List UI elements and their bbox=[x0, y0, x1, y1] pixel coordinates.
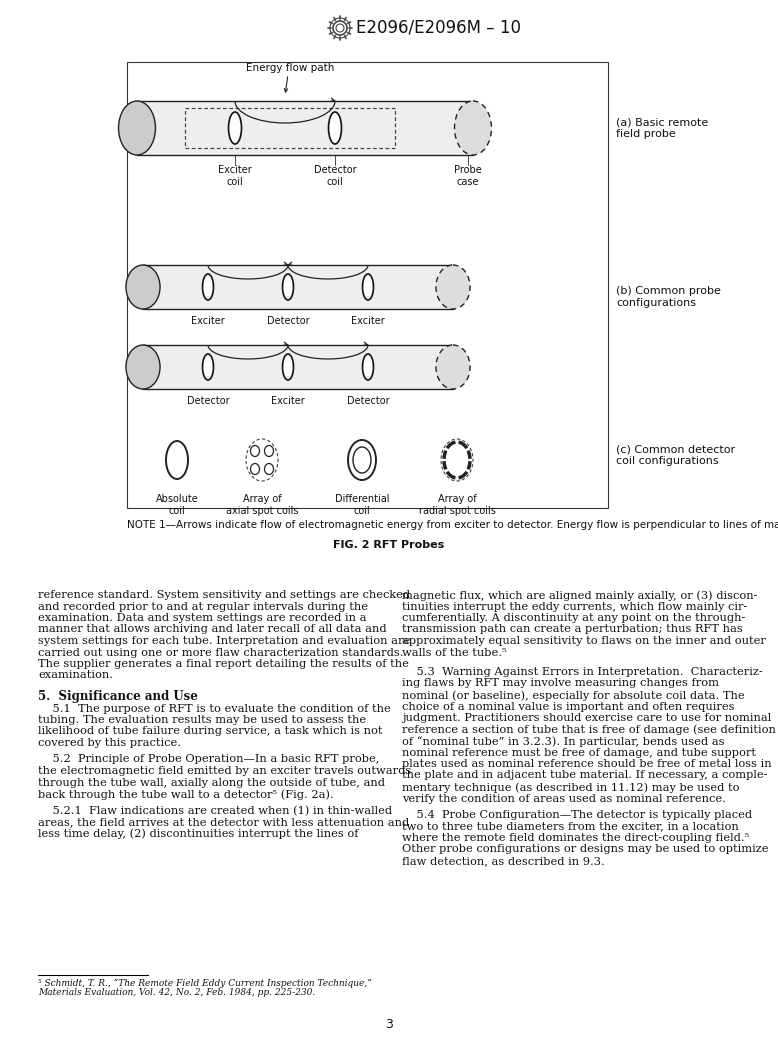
Ellipse shape bbox=[282, 274, 293, 300]
Text: the electromagnetic field emitted by an exciter travels outwards: the electromagnetic field emitted by an … bbox=[38, 766, 412, 776]
Text: transmission path can create a perturbation; thus RFT has: transmission path can create a perturbat… bbox=[402, 625, 743, 635]
Text: covered by this practice.: covered by this practice. bbox=[38, 738, 181, 748]
Text: tinuities interrupt the eddy currents, which flow mainly cir-: tinuities interrupt the eddy currents, w… bbox=[402, 602, 748, 611]
Text: verify the condition of areas used as nominal reference.: verify the condition of areas used as no… bbox=[402, 793, 726, 804]
Ellipse shape bbox=[118, 101, 156, 155]
Text: Exciter: Exciter bbox=[191, 316, 225, 326]
Text: flaw detection, as described in 9.3.: flaw detection, as described in 9.3. bbox=[402, 856, 605, 866]
Text: where the remote field dominates the direct-coupling field.⁵: where the remote field dominates the dir… bbox=[402, 833, 749, 843]
Text: (a) Basic remote
field probe: (a) Basic remote field probe bbox=[616, 118, 708, 138]
Text: less time delay, (2) discontinuities interrupt the lines of: less time delay, (2) discontinuities int… bbox=[38, 829, 359, 839]
Text: Detector: Detector bbox=[187, 396, 230, 406]
Text: tubing. The evaluation results may be used to assess the: tubing. The evaluation results may be us… bbox=[38, 715, 366, 725]
Text: likelihood of tube failure during service, a task which is not: likelihood of tube failure during servic… bbox=[38, 727, 383, 736]
Ellipse shape bbox=[229, 112, 241, 144]
Text: reference standard. System sensitivity and settings are checked: reference standard. System sensitivity a… bbox=[38, 590, 410, 600]
Text: areas, the field arrives at the detector with less attenuation and: areas, the field arrives at the detector… bbox=[38, 817, 409, 827]
Text: Exciter
coil: Exciter coil bbox=[218, 166, 252, 186]
Text: ing flaws by RFT may involve measuring changes from: ing flaws by RFT may involve measuring c… bbox=[402, 679, 719, 688]
Text: and recorded prior to and at regular intervals during the: and recorded prior to and at regular int… bbox=[38, 602, 368, 611]
Text: choice of a nominal value is important and often requires: choice of a nominal value is important a… bbox=[402, 702, 734, 711]
Text: carried out using one or more flaw characterization standards.: carried out using one or more flaw chara… bbox=[38, 648, 404, 658]
Text: of “nominal tube” in 3.2.3). In particular, bends used as: of “nominal tube” in 3.2.3). In particul… bbox=[402, 736, 724, 746]
Ellipse shape bbox=[202, 354, 213, 380]
Text: examination.: examination. bbox=[38, 670, 113, 681]
Text: 3: 3 bbox=[385, 1018, 393, 1031]
Text: FIG. 2 RFT Probes: FIG. 2 RFT Probes bbox=[334, 540, 444, 550]
Text: Exciter: Exciter bbox=[351, 316, 385, 326]
Text: Other probe configurations or designs may be used to optimize: Other probe configurations or designs ma… bbox=[402, 844, 769, 855]
Text: Detector: Detector bbox=[347, 396, 389, 406]
Text: nominal reference must be free of damage, and tube support: nominal reference must be free of damage… bbox=[402, 747, 756, 758]
Ellipse shape bbox=[202, 274, 213, 300]
Text: 5.3  Warning Against Errors in Interpretation.  Characteriz-: 5.3 Warning Against Errors in Interpreta… bbox=[402, 667, 762, 677]
Text: The supplier generates a final report detailing the results of the: The supplier generates a final report de… bbox=[38, 659, 409, 669]
Text: manner that allows archiving and later recall of all data and: manner that allows archiving and later r… bbox=[38, 625, 387, 635]
Ellipse shape bbox=[436, 345, 470, 389]
Ellipse shape bbox=[126, 345, 160, 389]
FancyBboxPatch shape bbox=[143, 345, 453, 389]
Text: ⁵ Schmidt, T. R., “The Remote Field Eddy Current Inspection Technique,”: ⁵ Schmidt, T. R., “The Remote Field Eddy… bbox=[38, 979, 372, 988]
Bar bbox=[127, 62, 608, 508]
Text: reference a section of tube that is free of damage (see definition: reference a section of tube that is free… bbox=[402, 725, 776, 735]
Ellipse shape bbox=[282, 354, 293, 380]
Text: examination. Data and system settings are recorded in a: examination. Data and system settings ar… bbox=[38, 613, 366, 623]
Text: Array of
axial spot coils: Array of axial spot coils bbox=[226, 494, 298, 515]
Text: system settings for each tube. Interpretation and evaluation are: system settings for each tube. Interpret… bbox=[38, 636, 410, 646]
Ellipse shape bbox=[126, 265, 160, 309]
Text: Array of
radial spot coils: Array of radial spot coils bbox=[419, 494, 496, 515]
Text: E2096/E2096M – 10: E2096/E2096M – 10 bbox=[356, 19, 521, 37]
Text: 5.1  The purpose of RFT is to evaluate the condition of the: 5.1 The purpose of RFT is to evaluate th… bbox=[38, 704, 391, 713]
Text: through the tube wall, axially along the outside of tube, and: through the tube wall, axially along the… bbox=[38, 778, 385, 787]
FancyBboxPatch shape bbox=[143, 265, 453, 309]
Text: cumferentially. A discontinuity at any point on the through-: cumferentially. A discontinuity at any p… bbox=[402, 613, 745, 623]
Text: Energy flow path: Energy flow path bbox=[246, 64, 335, 73]
Text: Exciter: Exciter bbox=[271, 396, 305, 406]
Text: magnetic flux, which are aligned mainly axially, or (3) discon-: magnetic flux, which are aligned mainly … bbox=[402, 590, 758, 601]
Text: Differential
coil: Differential coil bbox=[335, 494, 389, 515]
Text: walls of the tube.⁵: walls of the tube.⁵ bbox=[402, 648, 506, 658]
Text: 5.2  Principle of Probe Operation—In a basic RFT probe,: 5.2 Principle of Probe Operation—In a ba… bbox=[38, 755, 380, 764]
Ellipse shape bbox=[363, 354, 373, 380]
Text: mentary technique (as described in 11.12) may be used to: mentary technique (as described in 11.12… bbox=[402, 782, 740, 792]
FancyBboxPatch shape bbox=[137, 101, 473, 155]
Ellipse shape bbox=[363, 274, 373, 300]
Text: 5.4  Probe Configuration—The detector is typically placed: 5.4 Probe Configuration—The detector is … bbox=[402, 810, 752, 820]
Text: 5.2.1  Flaw indications are created when (1) in thin-walled: 5.2.1 Flaw indications are created when … bbox=[38, 806, 392, 816]
Text: Detector: Detector bbox=[267, 316, 310, 326]
Text: judgment. Practitioners should exercise care to use for nominal: judgment. Practitioners should exercise … bbox=[402, 713, 771, 723]
Text: back through the tube wall to a detector⁵ (Fig. 2a).: back through the tube wall to a detector… bbox=[38, 789, 334, 799]
Text: (b) Common probe
configurations: (b) Common probe configurations bbox=[616, 286, 721, 308]
Text: Detector
coil: Detector coil bbox=[314, 166, 356, 186]
Ellipse shape bbox=[328, 112, 342, 144]
Text: (c) Common detector
coil configurations: (c) Common detector coil configurations bbox=[616, 445, 735, 465]
Text: 5.  Significance and Use: 5. Significance and Use bbox=[38, 690, 198, 703]
Text: approximately equal sensitivity to flaws on the inner and outer: approximately equal sensitivity to flaws… bbox=[402, 636, 766, 646]
Text: Absolute
coil: Absolute coil bbox=[156, 494, 198, 515]
Text: the plate and in adjacent tube material. If necessary, a comple-: the plate and in adjacent tube material.… bbox=[402, 770, 768, 781]
Text: NOTE 1—Arrows indicate flow of electromagnetic energy from exciter to detector. : NOTE 1—Arrows indicate flow of electroma… bbox=[127, 520, 778, 530]
Text: two to three tube diameters from the exciter, in a location: two to three tube diameters from the exc… bbox=[402, 821, 739, 832]
Ellipse shape bbox=[454, 101, 492, 155]
Text: Materials Evaluation, Vol. 42, No. 2, Feb. 1984, pp. 225-230.: Materials Evaluation, Vol. 42, No. 2, Fe… bbox=[38, 988, 315, 997]
Bar bbox=[185, 108, 395, 148]
Ellipse shape bbox=[436, 265, 470, 309]
Text: plates used as nominal reference should be free of metal loss in: plates used as nominal reference should … bbox=[402, 759, 772, 769]
Text: Probe
case: Probe case bbox=[454, 166, 482, 186]
Text: nominal (or baseline), especially for absolute coil data. The: nominal (or baseline), especially for ab… bbox=[402, 690, 745, 701]
